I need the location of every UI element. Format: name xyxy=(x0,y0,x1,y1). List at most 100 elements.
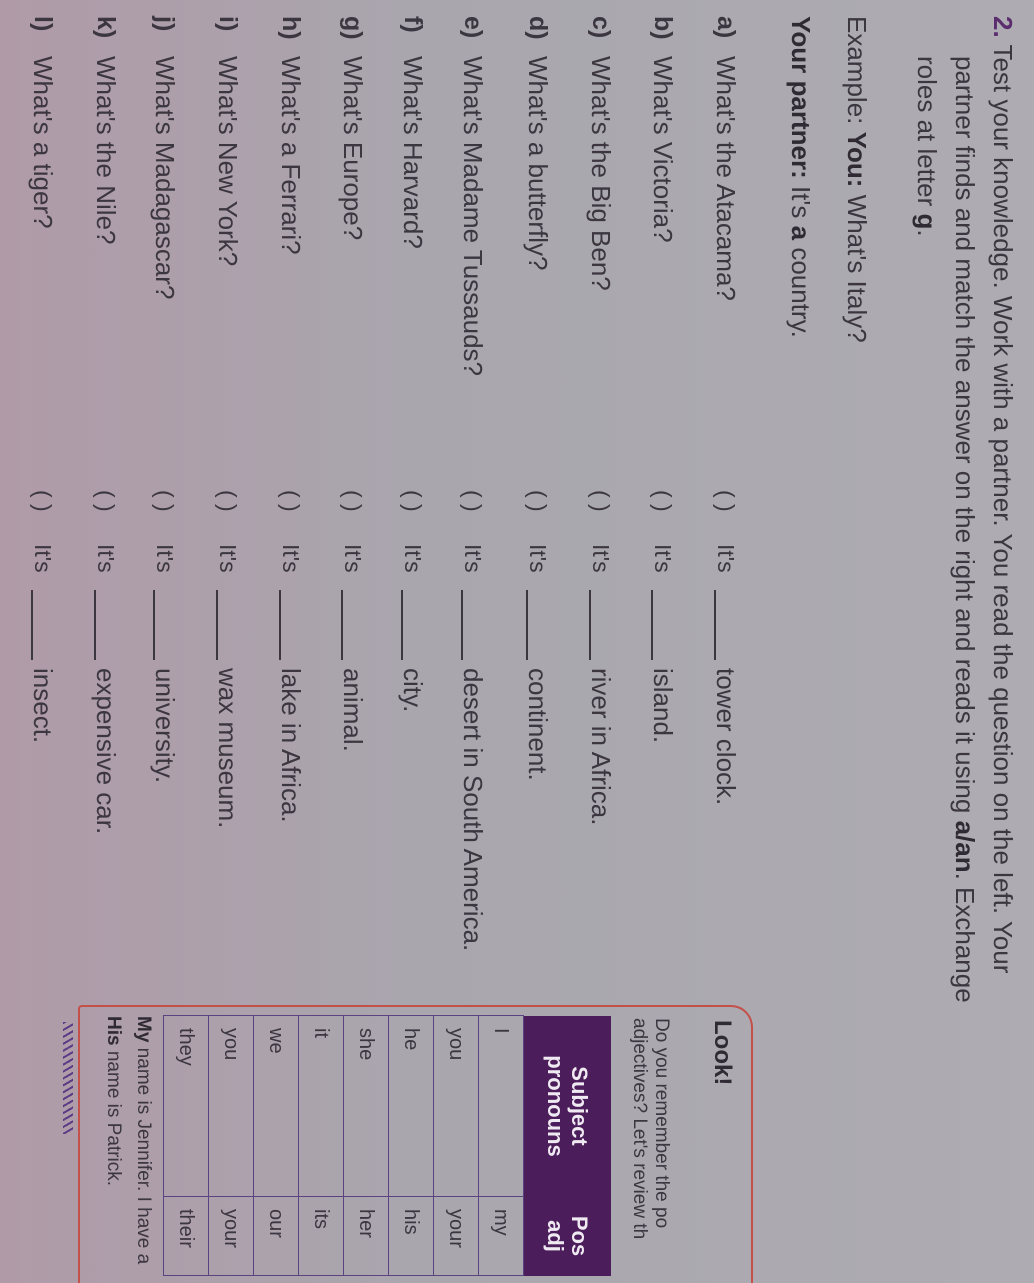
answer-blank[interactable] xyxy=(216,590,218,660)
item-letter: c) xyxy=(587,16,615,39)
instruction-line-2: partner finds and match the answer on th… xyxy=(950,56,980,1003)
hatch-decoration xyxy=(63,1022,73,1134)
answer-blank[interactable] xyxy=(589,590,591,660)
subject-pronoun-cell: we xyxy=(253,1015,299,1197)
header-possessive-adjectives: Pos adj xyxy=(523,1196,611,1276)
answer-letter-parentheses: ( ) xyxy=(650,490,676,512)
item-answer: desert in South America. xyxy=(458,668,488,952)
item-answer: tower clock. xyxy=(711,668,741,806)
look-title: Look! xyxy=(709,1020,736,1086)
its-text: It's xyxy=(340,544,366,573)
possessive-adjective-cell: his xyxy=(388,1196,434,1276)
answer-letter-parentheses: ( ) xyxy=(93,490,119,512)
possessive-adjective-cell: their xyxy=(163,1196,209,1276)
answer-blank[interactable] xyxy=(153,590,155,660)
answer-blank[interactable] xyxy=(461,590,463,660)
its-text: It's xyxy=(278,544,304,573)
item-answer: insect. xyxy=(28,668,58,744)
subject-pronoun-cell: you xyxy=(433,1015,479,1197)
its-text: It's xyxy=(400,544,426,573)
item-letter: k) xyxy=(92,16,120,39)
instruction-line-1: 2. Test your knowledge. Work with a part… xyxy=(988,16,1018,974)
its-text: It's xyxy=(460,544,486,573)
pronoun-row: we our xyxy=(253,1015,299,1276)
subject-pronoun-cell: I xyxy=(478,1015,524,1197)
possessive-adjective-cell: my xyxy=(478,1196,524,1276)
item-question: What's the Big Ben? xyxy=(586,56,616,291)
answer-blank[interactable] xyxy=(526,590,528,660)
pronoun-row: you your xyxy=(208,1015,254,1276)
item-question: What's a tiger? xyxy=(28,56,58,229)
item-answer: river in Africa. xyxy=(586,668,616,826)
item-letter: a) xyxy=(712,16,740,39)
answer-blank[interactable] xyxy=(279,590,281,660)
item-letter: i) xyxy=(214,16,242,32)
item-question: What's the Atacama? xyxy=(711,56,741,301)
its-text: It's xyxy=(30,544,56,573)
possessive-adjective-cell: our xyxy=(253,1196,299,1276)
answer-blank[interactable] xyxy=(31,590,33,660)
answer-blank[interactable] xyxy=(94,590,96,660)
its-text: It's xyxy=(713,544,739,573)
answer-letter-parentheses: ( ) xyxy=(278,490,304,512)
subject-pronoun-cell: it xyxy=(298,1015,344,1197)
subject-pronoun-cell: she xyxy=(343,1015,389,1197)
its-text: It's xyxy=(588,544,614,573)
item-letter: e) xyxy=(459,16,487,39)
pronoun-row: you your xyxy=(433,1015,479,1276)
item-letter: d) xyxy=(524,16,552,40)
item-answer: wax museum. xyxy=(213,668,243,829)
item-question: What's Victoria? xyxy=(648,56,678,243)
answer-letter-parentheses: ( ) xyxy=(713,490,739,512)
answer-letter-parentheses: ( ) xyxy=(400,490,426,512)
look-text-line: adjectives? Let's review th xyxy=(629,1018,650,1240)
answer-letter-parentheses: ( ) xyxy=(340,490,366,512)
note-line-2: His name is Patrick. xyxy=(103,1016,124,1187)
answer-letter-parentheses: ( ) xyxy=(152,490,178,512)
item-question: What's a butterfly? xyxy=(523,56,553,271)
possessive-adjective-cell: your xyxy=(433,1196,479,1276)
possessive-adjective-cell: its xyxy=(298,1196,344,1276)
item-answer: university. xyxy=(150,668,180,784)
item-question: What's New York? xyxy=(213,56,243,267)
subject-pronoun-cell: he xyxy=(388,1015,434,1197)
answer-blank[interactable] xyxy=(651,590,653,660)
exercise-number: 2. xyxy=(988,16,1018,38)
header-subject-pronouns: Subject pronouns xyxy=(523,1015,611,1197)
note-line-1: My name is Jennifer. I have a xyxy=(133,1016,154,1265)
answer-letter-parentheses: ( ) xyxy=(215,490,241,512)
partner-line: Your partner: It's a country. xyxy=(786,16,816,338)
item-answer: lake in Africa. xyxy=(276,668,306,823)
item-letter: b) xyxy=(649,16,677,40)
item-letter: f) xyxy=(399,16,427,33)
possessive-adjective-cell: your xyxy=(208,1196,254,1276)
answer-blank[interactable] xyxy=(401,590,403,660)
item-letter: h) xyxy=(277,16,305,40)
its-text: It's xyxy=(525,544,551,573)
pronoun-row: she her xyxy=(343,1015,389,1276)
item-question: What's a Ferrari? xyxy=(276,56,306,255)
its-text: It's xyxy=(152,544,178,573)
pronoun-row: it its xyxy=(298,1015,344,1276)
answer-blank[interactable] xyxy=(341,590,343,660)
answer-letter-parentheses: ( ) xyxy=(30,490,56,512)
item-answer: island. xyxy=(648,668,678,744)
possessive-adjective-cell: her xyxy=(343,1196,389,1276)
instruction-line-3: roles at letter g. xyxy=(912,56,942,237)
item-question: What's the Nile? xyxy=(91,56,121,245)
subject-pronoun-cell: you xyxy=(208,1015,254,1197)
item-question: What's Europe? xyxy=(338,56,368,241)
item-question: What's Madagascar? xyxy=(150,56,180,300)
pronoun-row: he his xyxy=(388,1015,434,1276)
answer-letter-parentheses: ( ) xyxy=(460,490,486,512)
item-letter: l) xyxy=(29,16,57,32)
its-text: It's xyxy=(215,544,241,573)
answer-blank[interactable] xyxy=(714,590,716,660)
its-text: It's xyxy=(650,544,676,573)
subject-pronoun-cell: they xyxy=(163,1015,209,1197)
item-question: What's Madame Tussauds? xyxy=(458,56,488,376)
item-answer: continent. xyxy=(523,668,553,781)
answer-letter-parentheses: ( ) xyxy=(588,490,614,512)
